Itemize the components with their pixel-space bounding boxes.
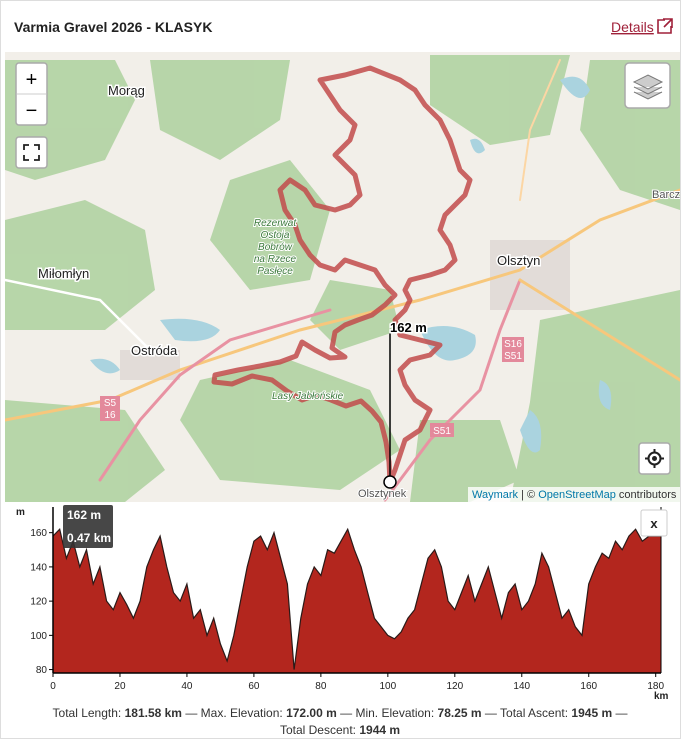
elevation-area: [52, 527, 661, 670]
attribution-text: contributors: [616, 489, 677, 501]
reserve-label: Pasłęce: [257, 266, 293, 277]
attribution: Waymark | © OpenStreetMap contributors: [472, 489, 677, 501]
stat-label: Max. Elevation:: [201, 706, 283, 720]
zoom-out[interactable]: −: [26, 100, 38, 122]
stat-separator: —: [615, 706, 627, 720]
zoom-in[interactable]: +: [26, 69, 38, 91]
chart-overlay: 162 m 0.47 km x: [63, 505, 668, 548]
tooltip-elevation: 162 m: [67, 508, 101, 522]
y-tick-label: 120: [30, 597, 47, 608]
reserve-label: Rezerwat: [254, 218, 297, 229]
elevation-chart: m km 80 100 120 140 160 0 20 40 60 80 100 120 140 160…: [16, 507, 669, 702]
x-unit: km: [654, 691, 669, 702]
close-button[interactable]: [640, 509, 668, 537]
details-link[interactable]: Details: [611, 19, 654, 35]
x-tick-label: 120: [446, 681, 463, 692]
tooltip-distance: 0.47 km: [67, 531, 111, 545]
attribution-sep: | ©: [518, 489, 538, 501]
town-label: Olsztyn: [497, 253, 540, 268]
x-tick-label: 160: [580, 681, 597, 692]
reserve-label: na Rzece: [254, 254, 297, 265]
x-tick-label: 20: [114, 681, 126, 692]
x-tick-label: 40: [181, 681, 193, 692]
locate-button[interactable]: [638, 442, 671, 475]
attribution-link[interactable]: Waymark: [472, 489, 519, 501]
road-label: S51: [504, 351, 522, 362]
attribution-link[interactable]: OpenStreetMap: [538, 489, 616, 501]
stat-label: Total Ascent:: [500, 706, 568, 720]
road-label: S51: [433, 426, 451, 437]
y-tick-label: 80: [36, 665, 48, 676]
x-tick-label: 100: [379, 681, 396, 692]
map-labels: Morąg Olsztyn Ostróda Miłomłyn Olsztynek…: [37, 82, 681, 502]
forest-label: Lasy Jabłońskie: [272, 391, 344, 402]
marker-label: 162 m: [390, 320, 427, 335]
marker: [383, 475, 397, 489]
x-tick-label: 180: [647, 681, 664, 692]
town-label: Ostróda: [131, 343, 178, 358]
y-tick-label: 140: [30, 562, 47, 573]
x-tick-label: 0: [50, 681, 56, 692]
stats-line: Total Length: 181.58 km — Max. Elevation…: [53, 706, 628, 720]
stat-value: 172.00 m: [286, 706, 337, 720]
y-unit: m: [16, 507, 25, 518]
y-tick-label: 100: [30, 631, 47, 642]
stat-value: 181.58 km: [125, 706, 182, 720]
route: [211, 65, 473, 483]
road-label: S5: [104, 398, 117, 409]
road-label: S16: [504, 339, 522, 350]
stat-label: Total Descent:: [280, 723, 356, 737]
external-icon[interactable]: [657, 18, 673, 34]
reserve-label: Ostoja: [261, 230, 290, 241]
x-tick-label: 80: [315, 681, 327, 692]
reserve-label: Bobrów: [258, 242, 293, 253]
town-label: Miłomłyn: [38, 266, 89, 281]
title: Varmia Gravel 2026 - KLASYK: [14, 19, 212, 35]
stat-value: 1945 m: [571, 706, 612, 720]
stat-value: 78.25 m: [438, 706, 482, 720]
layers-button[interactable]: [624, 62, 671, 109]
x-tick-label: 140: [513, 681, 530, 692]
stat-separator: —: [340, 706, 352, 720]
close-label[interactable]: x: [650, 516, 658, 531]
stats-line: Total Descent: 1944 m: [280, 723, 400, 737]
y-tick-label: 160: [30, 528, 47, 539]
stat-separator: —: [185, 706, 197, 720]
elevation-area-fill: [53, 529, 661, 673]
tooltip: [63, 505, 113, 548]
map[interactable]: Morąg Olsztyn Ostróda Miłomłyn Olsztynek…: [5, 52, 680, 502]
road-label: 16: [104, 410, 116, 421]
zoom-control: + −: [15, 62, 48, 126]
town-label: Morąg: [108, 83, 145, 98]
stat-separator: —: [485, 706, 497, 720]
town-label: Barcz: [652, 189, 680, 201]
stat-value: 1944 m: [359, 723, 400, 737]
stat-label: Min. Elevation:: [355, 706, 434, 720]
stat-label: Total Length:: [53, 706, 122, 720]
fullscreen-button[interactable]: [15, 136, 48, 169]
town-label: Olsztynek: [358, 488, 407, 500]
x-tick-label: 60: [248, 681, 260, 692]
